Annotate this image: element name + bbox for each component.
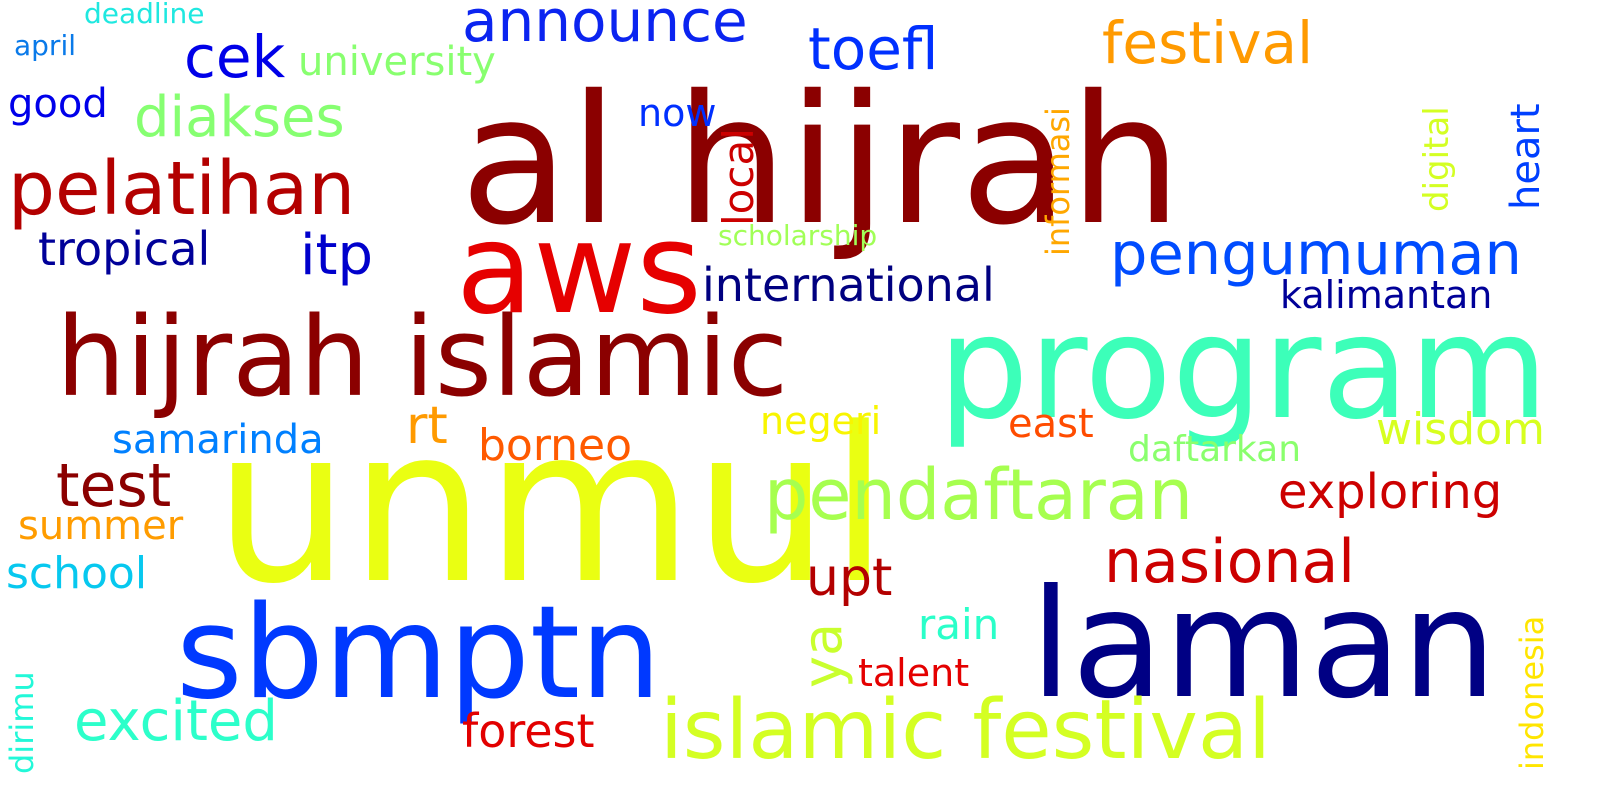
word-good: good xyxy=(8,81,108,127)
word-informasi: informasi xyxy=(1039,107,1077,256)
word-aws: aws xyxy=(456,195,702,342)
word-local: local xyxy=(714,128,763,226)
word-digital: digital xyxy=(1417,106,1457,212)
word-deadline: deadline xyxy=(84,0,205,30)
word-festival: festival xyxy=(1102,9,1314,77)
word-al-hijrah: al hijrah xyxy=(460,57,1182,264)
word-talent: talent xyxy=(858,651,970,695)
word-international: international xyxy=(702,258,995,312)
word-east: east xyxy=(1008,401,1094,447)
word-tropical: tropical xyxy=(38,222,211,276)
word-indonesia: indonesia xyxy=(1513,615,1551,770)
word-hijrah-islamic: hijrah islamic xyxy=(56,293,789,421)
word-forest: forest xyxy=(462,704,595,758)
word-dirimu: dirimu xyxy=(3,671,41,774)
word-daftarkan: daftarkan xyxy=(1128,429,1302,470)
word-school: school xyxy=(6,548,148,599)
word-summer: summer xyxy=(18,503,184,549)
word-diakses: diakses xyxy=(134,85,345,150)
word-unmul: unmul xyxy=(214,382,889,631)
word-test: test xyxy=(56,451,172,521)
word-negeri: negeri xyxy=(760,399,882,443)
word-nasional: nasional xyxy=(1104,527,1355,597)
word-announce: announce xyxy=(462,0,748,55)
word-laman: laman xyxy=(1030,558,1497,732)
word-pengumuman: pengumuman xyxy=(1110,219,1522,288)
word-april: april xyxy=(14,29,77,62)
word-rain: rain xyxy=(918,600,1000,649)
word-pelatihan: pelatihan xyxy=(8,146,356,232)
word-now: now xyxy=(638,91,717,135)
word-scholarship: scholarship xyxy=(718,219,878,252)
word-excited: excited xyxy=(74,689,278,754)
word-exploring: exploring xyxy=(1278,464,1503,520)
word-borneo: borneo xyxy=(478,420,633,471)
word-ya: ya xyxy=(791,622,854,688)
word-islamic-festival: islamic festival xyxy=(660,683,1271,778)
word-cek: cek xyxy=(184,23,286,91)
word-upt: upt xyxy=(806,548,893,608)
word-rt: rt xyxy=(406,396,448,456)
word-pendaftaran: pendaftaran xyxy=(764,454,1193,536)
word-toefl: toefl xyxy=(808,15,939,83)
word-samarinda: samarinda xyxy=(112,417,324,463)
word-program: program xyxy=(938,284,1549,451)
word-itp: itp xyxy=(300,223,374,288)
word-university: university xyxy=(298,39,496,85)
word-heart: heart xyxy=(1503,103,1549,210)
word-wisdom: wisdom xyxy=(1376,404,1545,455)
word-sbmptn: sbmptn xyxy=(176,579,662,728)
word-kalimantan: kalimantan xyxy=(1280,273,1493,317)
